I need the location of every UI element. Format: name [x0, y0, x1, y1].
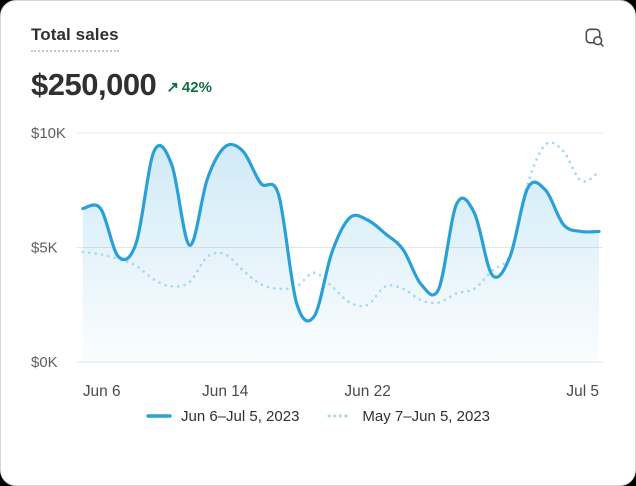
line-current-period: [81, 142, 601, 323]
x-axis-tick-label: Jun 22: [344, 383, 390, 400]
legend-item-current-period: Jun 6–Jul 5, 2023: [146, 408, 299, 425]
legend-swatch-solid-line: [146, 414, 172, 419]
explore-chart-button[interactable]: [580, 23, 609, 52]
sales-chart-svg[interactable]: $0K $5K $10K Jun 6 Jun 14 Jun 22 Jul 5: [31, 105, 605, 404]
metric-value: $250,000: [31, 67, 157, 102]
y-axis-tick-label: $10K: [31, 125, 66, 142]
legend-label-previous-period: May 7–Jun 5, 2023: [362, 407, 491, 425]
legend-item-previous-period: May 7–Jun 5, 2023: [327, 408, 490, 425]
line-previous-period: [81, 141, 601, 308]
y-axis-tick-label: $5K: [31, 239, 58, 256]
sales-line-chart[interactable]: $0K $5K $10K Jun 6 Jun 14 Jun 22 Jul 5: [31, 105, 605, 404]
x-axis-tick-label: Jul 5: [566, 383, 599, 400]
chart-legend: Jun 6–Jul 5, 2023 May 7–Jun 5, 2023: [31, 408, 605, 425]
card-header: Total sales: [31, 25, 605, 52]
metric-delta-value: 42%: [181, 78, 212, 96]
metric-delta-badge: ↗ 42%: [166, 78, 212, 97]
legend-swatch-dotted-line: [327, 414, 353, 418]
metric-row: $250,000 ↗ 42%: [31, 67, 605, 103]
y-axis-tick-label: $0K: [31, 354, 58, 371]
search-chart-icon: [585, 28, 604, 47]
card-title[interactable]: Total sales: [31, 25, 119, 52]
legend-label-current-period: Jun 6–Jul 5, 2023: [180, 407, 300, 425]
trend-up-arrow-icon: ↗: [166, 79, 179, 96]
area-fill-current-period: [82, 144, 600, 363]
x-axis-tick-label: Jun 6: [83, 383, 121, 400]
x-axis-tick-label: Jun 14: [202, 383, 249, 400]
